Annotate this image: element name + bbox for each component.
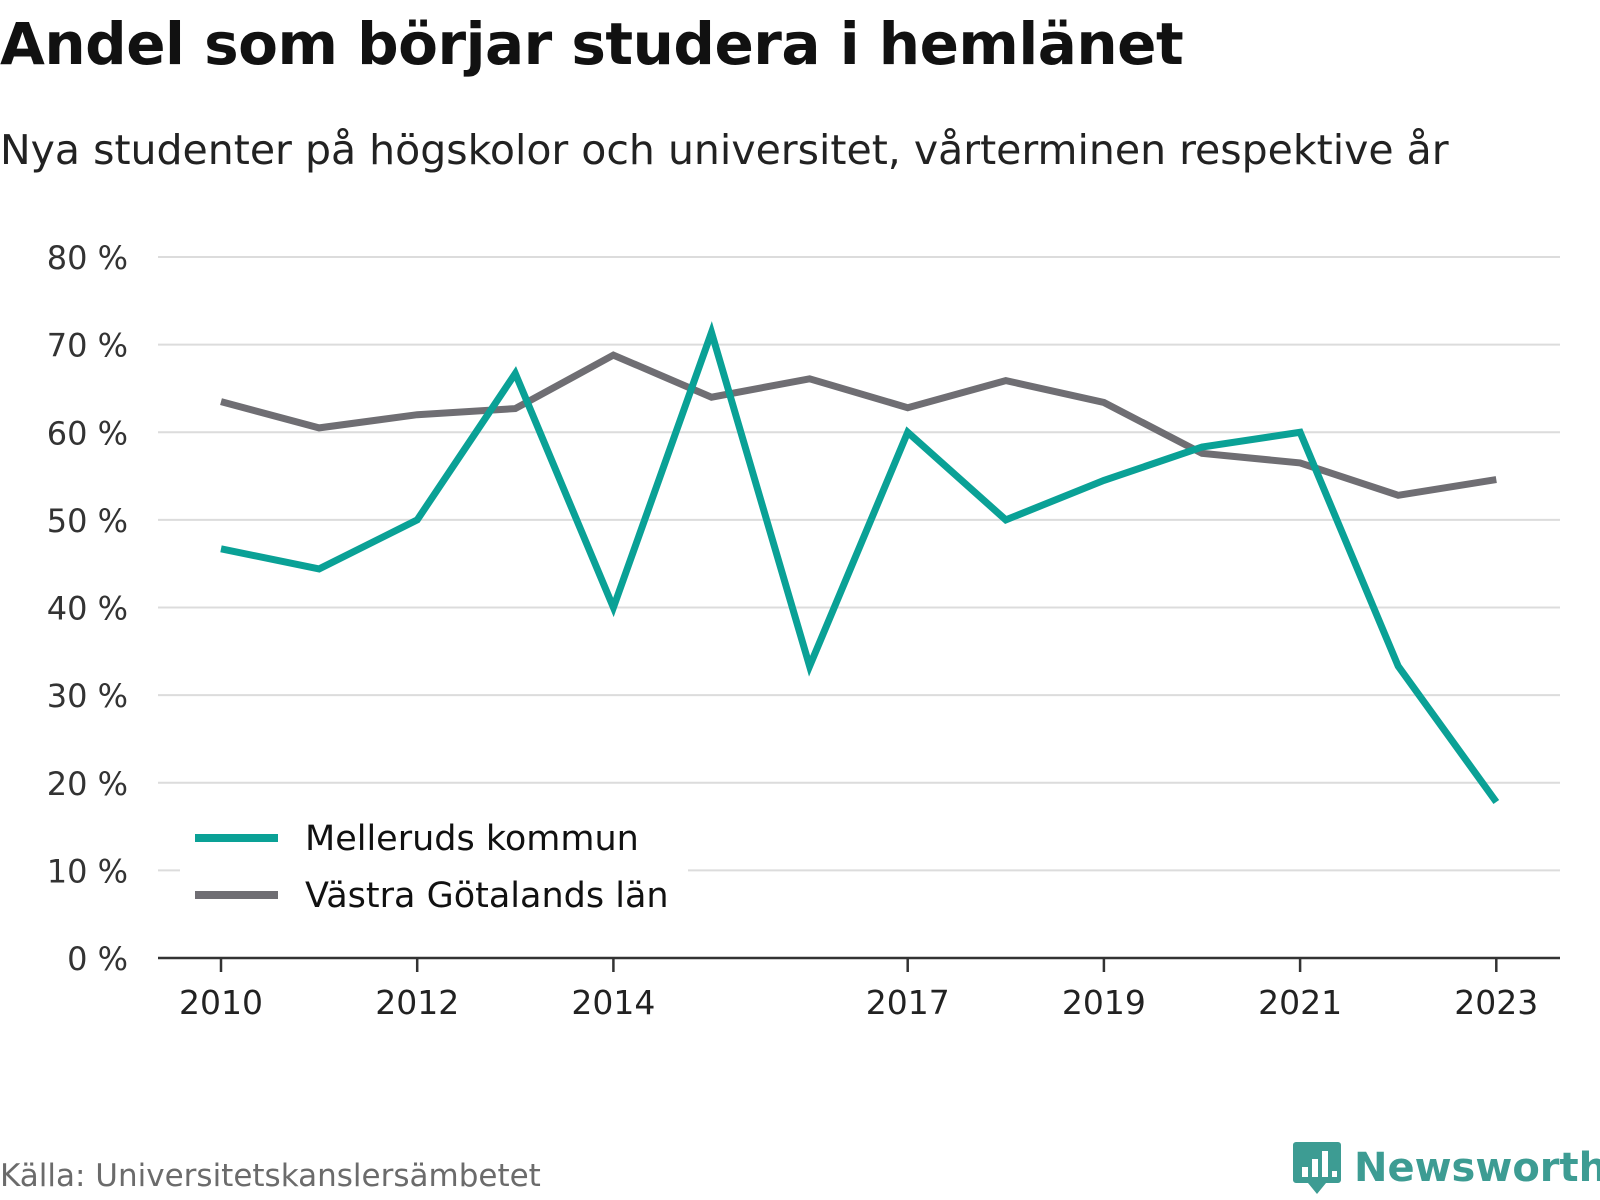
x-tick-label: 2019 (1062, 983, 1146, 1022)
x-tick-label: 2023 (1454, 983, 1538, 1022)
legend: Melleruds kommun Västra Götalands län (180, 812, 688, 920)
x-tick-label: 2014 (571, 983, 655, 1022)
series-line-0 (220, 321, 1500, 805)
x-tick-label: 2010 (179, 983, 263, 1022)
y-tick-label: 50 % (47, 502, 128, 540)
x-axis-ticks: 2010 2012 2014 2017 2019 2021 2023 (179, 958, 1538, 1022)
brand-name: Newsworthy (1354, 1145, 1600, 1191)
legend-background (180, 812, 688, 920)
x-tick-label: 2012 (375, 983, 459, 1022)
y-tick-label: 30 % (47, 677, 128, 715)
chart-subtitle: Nya studenter på högskolor och universit… (0, 126, 1449, 174)
line-chart: 0 % 10 % 20 % 30 % 40 % 50 % 60 % 70 % 80 % 2010… (47, 239, 1560, 1022)
y-tick-label: 0 % (67, 940, 128, 978)
y-tick-label: 70 % (47, 327, 128, 365)
series-line-1 (220, 351, 1497, 499)
series-lines (220, 321, 1500, 805)
x-tick-label: 2021 (1258, 983, 1342, 1022)
y-tick-label: 10 % (47, 852, 128, 890)
chart-title: Andel som börjar studera i hemlänet (0, 10, 1184, 78)
y-tick-label: 40 % (47, 590, 128, 628)
y-axis-tick-labels: 0 % 10 % 20 % 30 % 40 % 50 % 60 % 70 % 80 % (47, 239, 128, 978)
source-note: Källa: Universitetskanslersämbetet (0, 1158, 541, 1194)
y-tick-label: 20 % (47, 765, 128, 803)
legend-label: Melleruds kommun (305, 819, 639, 859)
x-tick-label: 2017 (866, 983, 950, 1022)
y-tick-label: 80 % (47, 239, 128, 277)
y-tick-label: 60 % (47, 414, 128, 452)
grid-lines (158, 256, 1560, 872)
bar-chart-speech-bubble-icon (1293, 1142, 1341, 1194)
legend-label: Västra Götalands län (305, 876, 669, 916)
newsworthy-logo: Newsworthy (1292, 1140, 1600, 1196)
